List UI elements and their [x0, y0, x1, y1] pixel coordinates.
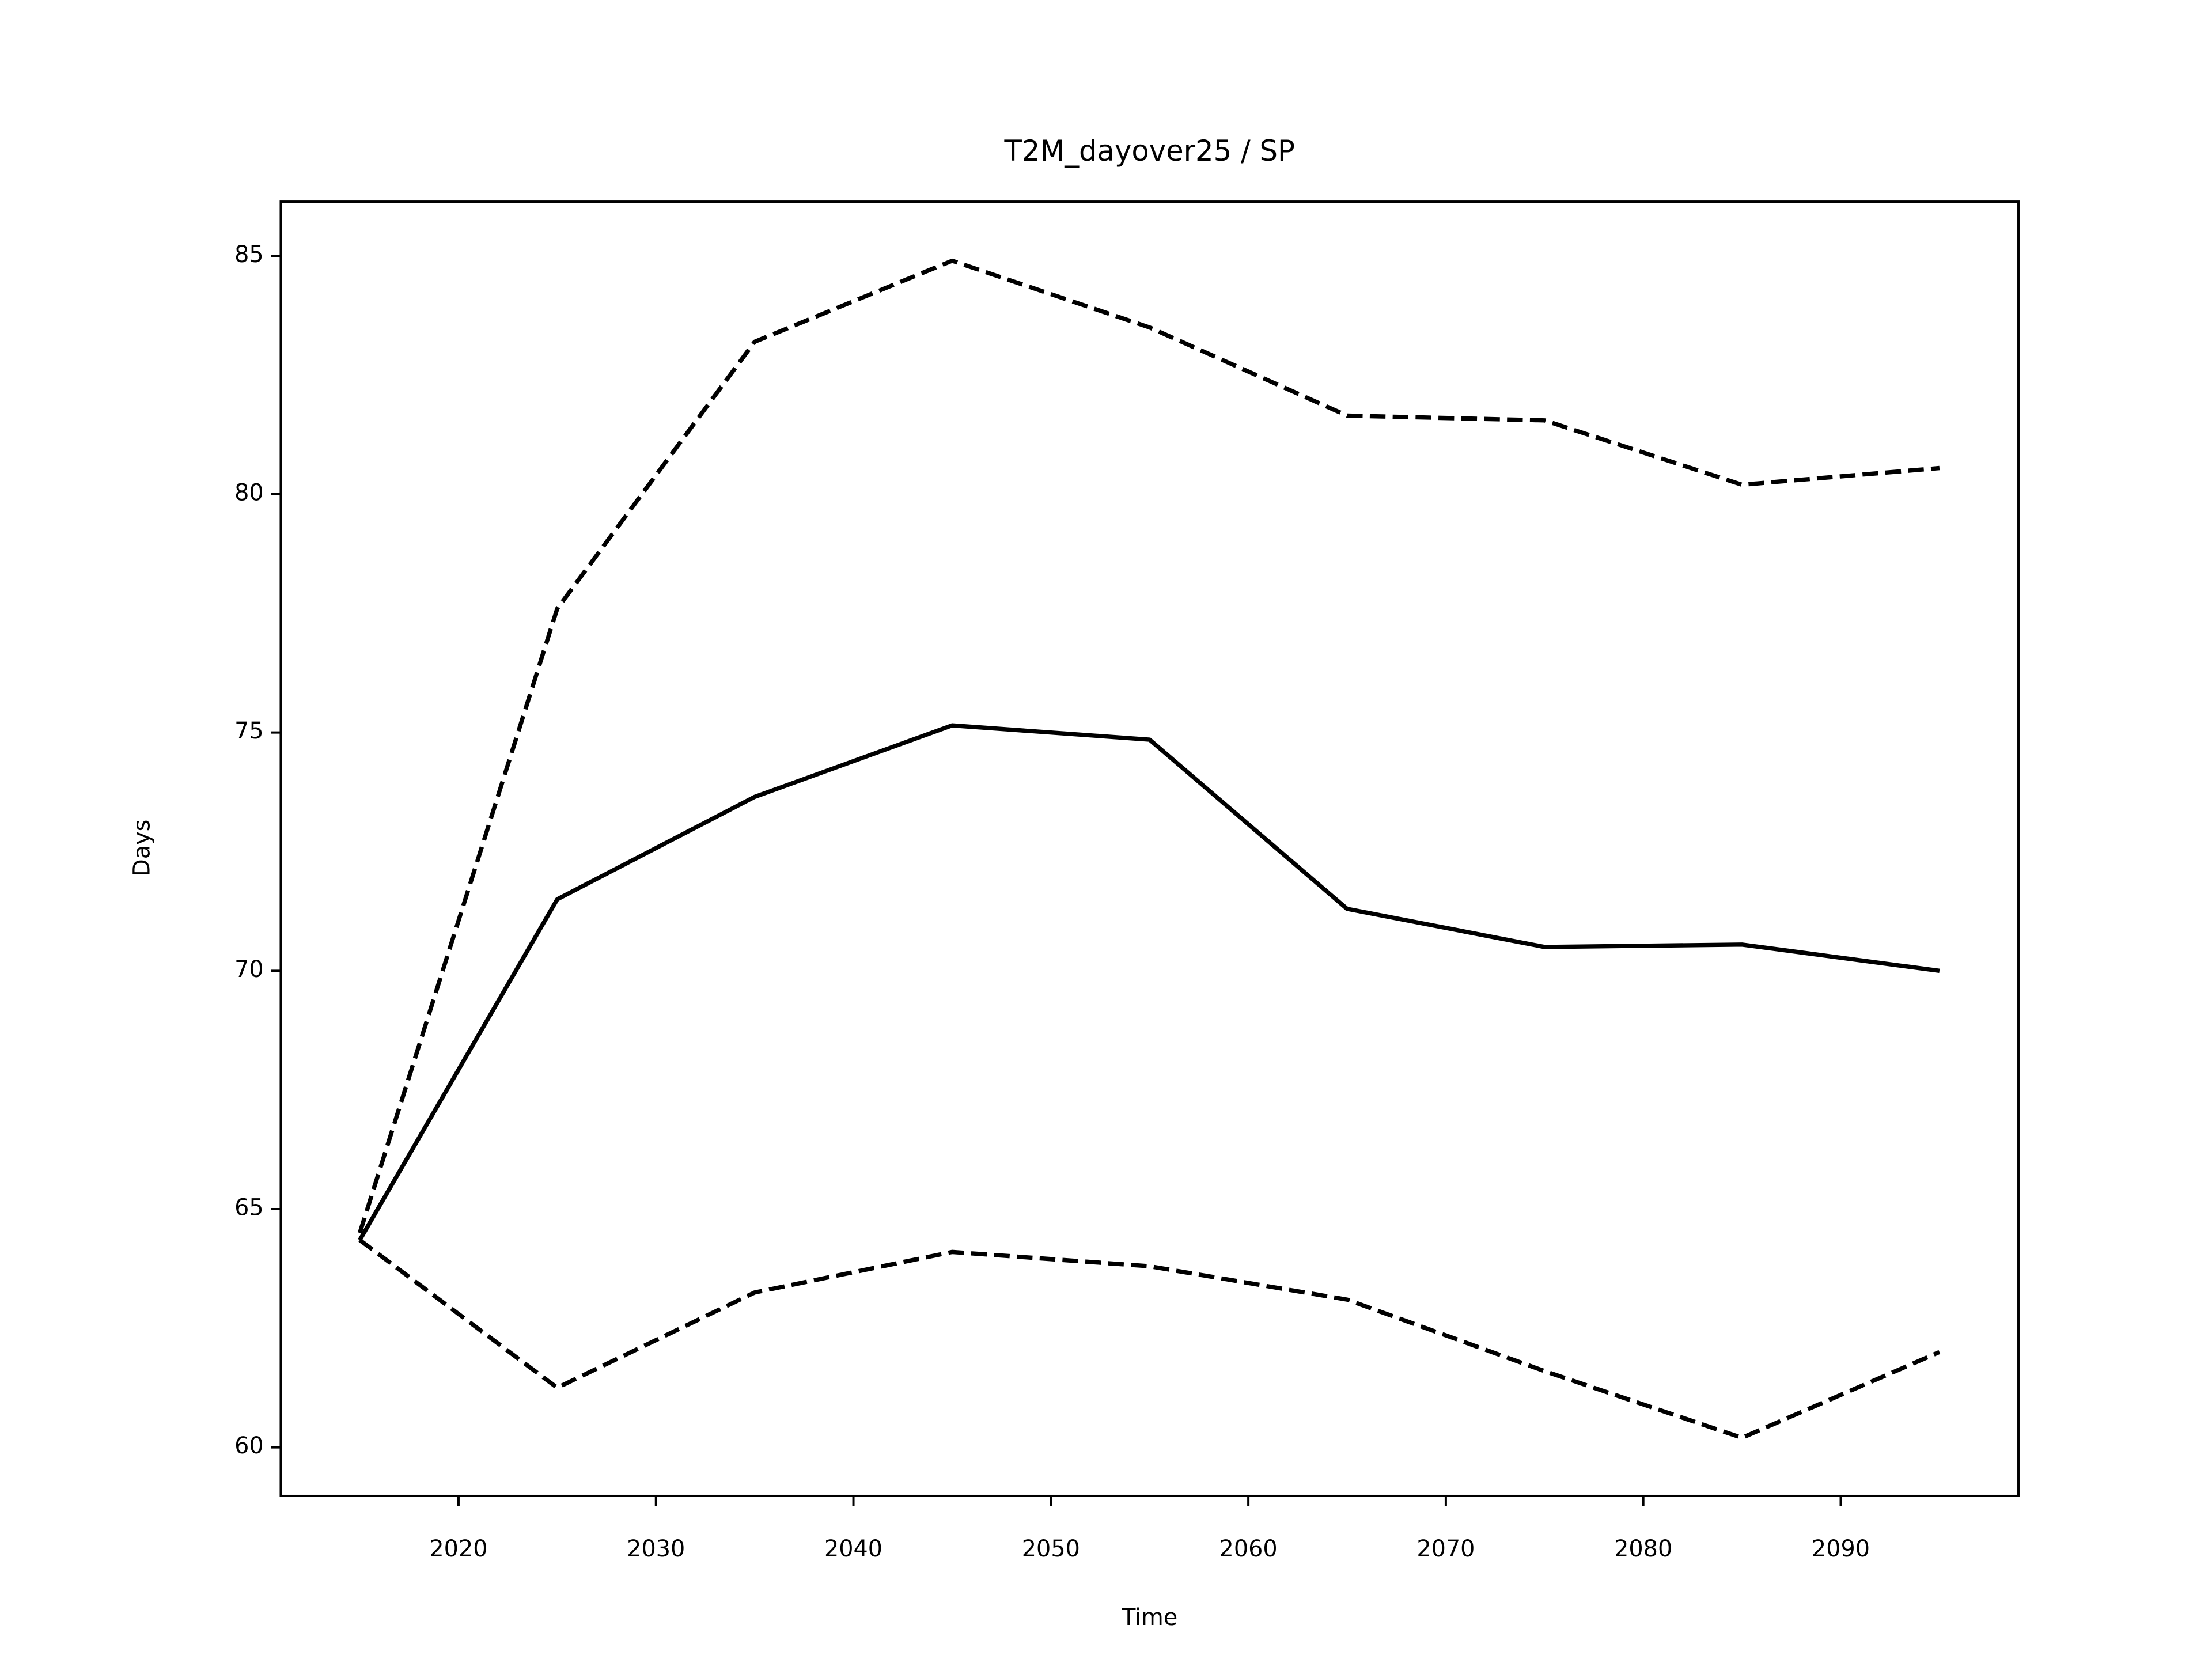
series-line [358, 723, 1940, 1241]
y-tick-label: 80 [234, 480, 264, 506]
y-tick-label: 60 [234, 1433, 264, 1459]
x-tick-label: 2090 [1812, 1536, 1870, 1562]
y-tick-label: 85 [234, 241, 264, 268]
y-tick-label: 70 [234, 956, 264, 983]
x-axis-label: Time [1121, 1604, 1177, 1631]
x-tick-label: 2060 [1219, 1536, 1278, 1562]
chart-title: T2M_dayover25 / SP [1003, 134, 1294, 168]
x-tick-label: 2020 [429, 1536, 487, 1562]
x-tick-label: 2070 [1416, 1536, 1475, 1562]
x-tick-label: 2050 [1022, 1536, 1080, 1562]
series-line [358, 258, 1940, 1234]
x-tick-label: 2040 [824, 1536, 882, 1562]
x-tick-label: 2030 [627, 1536, 685, 1562]
x-tick-label: 2080 [1614, 1536, 1672, 1562]
y-tick-label: 65 [234, 1194, 264, 1221]
y-tick-label: 75 [234, 718, 264, 744]
y-axis-label: Days [129, 820, 156, 877]
plot-frame [279, 200, 2020, 1497]
